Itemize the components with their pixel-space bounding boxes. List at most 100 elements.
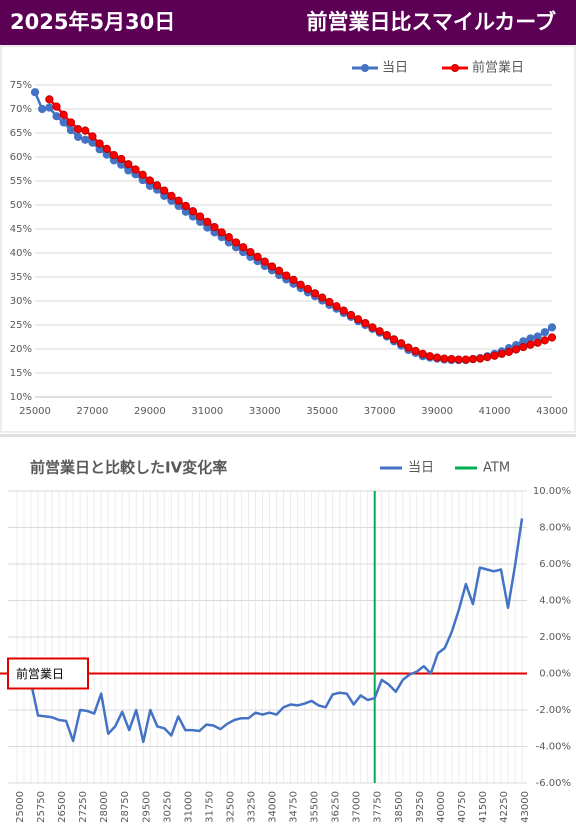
x-tick-label: 25000 (19, 406, 51, 417)
data-point (526, 340, 535, 349)
y2-tick-label: -4.00% (536, 742, 571, 753)
data-point (476, 354, 485, 363)
x-tick-label: 27000 (77, 406, 109, 417)
x-tick-label: 33000 (249, 406, 281, 417)
legend-label: 当日 (408, 461, 434, 476)
y-tick-label: 75% (10, 80, 32, 91)
data-point (454, 355, 463, 364)
data-point (511, 345, 521, 354)
data-point (52, 102, 61, 111)
data-point (296, 280, 305, 289)
data-point (196, 212, 205, 221)
y-tick-label: 25% (10, 320, 32, 331)
data-point (540, 336, 549, 345)
x-tick-label: 37750 (373, 791, 384, 823)
reference-label: 前営業日 (16, 666, 64, 681)
y-tick-label: 55% (10, 176, 32, 187)
data-point (375, 327, 384, 336)
data-point (59, 110, 68, 119)
data-point (519, 342, 528, 352)
y-tick-label: 70% (10, 104, 32, 115)
chart-frame (0, 45, 576, 433)
y-tick-label: 35% (10, 272, 32, 283)
y2-tick-label: 10.00% (533, 486, 571, 497)
data-point (282, 271, 291, 280)
x-tick-label: 39000 (421, 406, 453, 417)
data-point (332, 302, 341, 311)
x-tick-label: 28750 (120, 791, 131, 823)
x-tick-label: 43000 (536, 406, 568, 417)
reference-label-box (7, 657, 89, 690)
x-tick-label: 40750 (457, 791, 468, 823)
data-point (174, 196, 183, 205)
data-point (81, 135, 90, 144)
legend-marker (361, 64, 369, 72)
x-tick-label: 29000 (134, 406, 166, 417)
y2-tick-label: -6.00% (536, 778, 571, 789)
data-point (145, 176, 154, 185)
data-point (275, 266, 284, 275)
x-tick-label: 35000 (306, 406, 338, 417)
x-tick-label: 30250 (162, 791, 173, 823)
data-point (389, 335, 399, 344)
x-tick-label: 31000 (191, 406, 223, 417)
y2-tick-label: 6.00% (539, 559, 571, 570)
header-bar (0, 0, 576, 45)
x-tick-label: 29500 (141, 791, 152, 823)
y-tick-label: 15% (10, 368, 32, 379)
separator (0, 434, 576, 437)
x-tick-label: 33250 (246, 791, 257, 823)
data-point (124, 160, 133, 169)
data-point (346, 310, 356, 320)
header-title: 前営業日比スマイルカーブ (307, 10, 556, 34)
data-point (138, 170, 147, 179)
data-point (504, 347, 514, 356)
data-point (411, 346, 420, 356)
data-point (152, 181, 162, 190)
data-point (231, 238, 241, 247)
data-point (52, 112, 61, 121)
data-point (339, 306, 348, 315)
data-point (102, 144, 111, 153)
y2-tick-label: 0.00% (539, 669, 571, 680)
legend-label: ATM (483, 461, 510, 476)
data-point (210, 222, 219, 232)
y-tick-label: 45% (10, 224, 32, 235)
data-point (483, 353, 492, 362)
y-tick-label: 60% (10, 152, 32, 163)
x-tick-label: 43000 (520, 791, 531, 823)
data-point (461, 355, 470, 364)
x-tick-label: 38500 (394, 791, 405, 823)
y2-tick-label: 4.00% (539, 596, 571, 607)
data-point (310, 289, 320, 298)
data-point (181, 201, 190, 211)
x-tick-label: 42250 (499, 791, 510, 823)
data-point (81, 126, 90, 135)
data-point (117, 154, 126, 164)
x-tick-label: 41000 (479, 406, 511, 417)
data-point (59, 118, 68, 127)
data-point (38, 104, 47, 114)
data-point (73, 132, 83, 141)
data-point (203, 217, 212, 226)
data-point (540, 328, 549, 337)
x-tick-label: 32500 (225, 791, 236, 823)
y2-tick-label: -2.00% (536, 705, 571, 716)
data-point (239, 243, 248, 252)
series-line (29, 518, 524, 744)
data-point (95, 139, 104, 148)
data-point (66, 126, 76, 135)
data-point (318, 293, 327, 302)
y2-tick-label: 8.00% (539, 523, 571, 534)
data-point (382, 330, 391, 340)
x-tick-label: 27250 (78, 791, 89, 823)
x-tick-label: 37000 (364, 406, 396, 417)
legend-label: 前営業日 (472, 60, 524, 76)
x-tick-label: 34000 (268, 791, 279, 823)
data-point (440, 354, 449, 363)
y-tick-label: 65% (10, 128, 32, 139)
data-point (45, 103, 54, 112)
legend-marker (451, 64, 459, 72)
data-point (66, 118, 76, 127)
